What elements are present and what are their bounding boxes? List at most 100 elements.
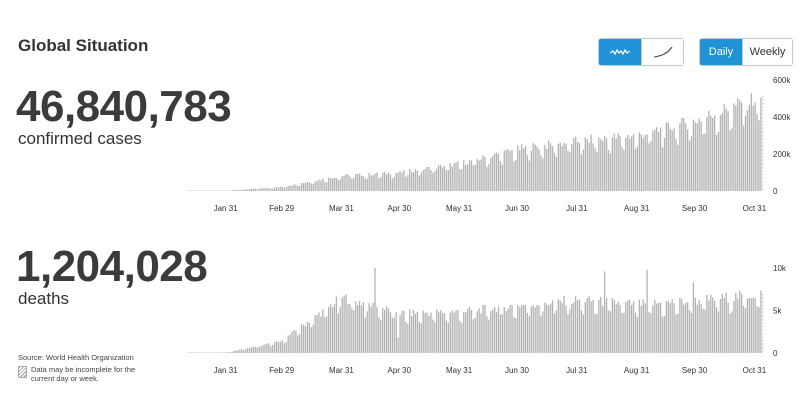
daily-bar — [436, 309, 438, 353]
daily-bar — [694, 122, 696, 191]
linear-mode-button[interactable] — [599, 39, 641, 65]
daily-bar — [513, 161, 515, 191]
daily-bar — [629, 299, 631, 353]
daily-bar — [277, 341, 280, 353]
daily-bar — [594, 148, 596, 191]
daily-bar — [364, 178, 366, 191]
daily-bar — [522, 148, 525, 191]
daily-bar — [192, 190, 195, 191]
daily-bar — [600, 138, 602, 191]
daily-bar — [690, 136, 693, 191]
daily-bar — [229, 352, 231, 353]
daily-bar — [493, 153, 496, 191]
x-tick-label: Apr 30 — [388, 204, 412, 213]
daily-bar — [474, 317, 476, 353]
daily-bar — [548, 140, 550, 191]
daily-bar — [243, 189, 245, 191]
daily-bar — [407, 174, 409, 191]
daily-bar — [316, 180, 318, 191]
daily-bar — [677, 313, 679, 353]
daily-bar — [553, 152, 556, 191]
daily-bar — [356, 174, 359, 191]
daily-bar — [202, 190, 204, 191]
daily-bar — [544, 302, 546, 353]
daily-bar — [468, 159, 471, 191]
daily-bar — [393, 176, 395, 191]
daily-bar — [258, 188, 260, 191]
weekly-button[interactable]: Weekly — [742, 39, 792, 65]
daily-bar — [372, 175, 374, 191]
daily-bar — [654, 299, 656, 353]
incomplete-day-bar — [762, 291, 764, 353]
daily-bar — [233, 190, 235, 191]
daily-bar — [457, 309, 459, 353]
daily-bar — [364, 317, 366, 353]
daily-bar — [445, 320, 448, 353]
daily-bar — [368, 172, 370, 191]
daily-bar — [447, 322, 449, 353]
daily-bar — [337, 179, 339, 191]
daily-bar — [453, 163, 455, 191]
daily-bar — [198, 352, 201, 353]
daily-bar — [627, 300, 629, 353]
daily-bar — [366, 311, 368, 353]
daily-bar — [712, 297, 714, 353]
daily-bar — [430, 170, 432, 191]
daily-bar — [713, 115, 716, 191]
daily-bar — [339, 179, 341, 191]
daily-bar — [656, 303, 658, 353]
daily-bar — [623, 149, 625, 191]
daily-bar — [656, 127, 658, 191]
daily-bar — [463, 312, 465, 353]
daily-bar — [548, 305, 550, 353]
daily-bar — [571, 303, 573, 353]
daily-bar — [542, 311, 544, 353]
daily-bar — [243, 349, 245, 353]
daily-bar — [422, 310, 424, 353]
daily-bar — [524, 146, 527, 191]
daily-bar — [266, 188, 268, 191]
daily-bar — [306, 182, 309, 191]
daily-bar — [270, 188, 272, 191]
daily-bar — [719, 299, 722, 353]
daily-bar — [750, 298, 752, 353]
daily-bar — [241, 349, 243, 353]
daily-bar — [347, 174, 349, 191]
daily-bar — [717, 311, 720, 353]
daily-bar — [218, 352, 220, 353]
daily-bar — [758, 307, 760, 353]
daily-bar — [727, 111, 729, 191]
daily-bar — [758, 120, 760, 191]
daily-bar — [196, 352, 199, 353]
daily-bar — [522, 304, 525, 353]
daily-bar — [439, 310, 442, 353]
daily-bar — [329, 178, 332, 191]
daily-bar — [250, 347, 253, 353]
daily-bar — [192, 352, 195, 353]
daily-bar — [304, 326, 307, 353]
daily-bar — [519, 149, 521, 191]
daily-bar — [519, 307, 521, 353]
daily-bar — [272, 188, 274, 191]
cumulative-mode-button[interactable] — [641, 39, 683, 65]
daily-bar — [536, 305, 538, 353]
daily-bar — [443, 313, 446, 353]
daily-bar — [216, 190, 218, 191]
daily-bar — [233, 350, 235, 353]
daily-bar — [260, 345, 262, 353]
x-tick-label: Jul 31 — [566, 366, 588, 375]
daily-bar — [544, 144, 546, 191]
daily-bar — [293, 184, 295, 191]
daily-bar — [696, 123, 698, 191]
daily-bar — [260, 188, 262, 191]
daily-bar — [590, 134, 592, 191]
daily-bar — [380, 177, 382, 191]
daily-bar — [227, 351, 229, 353]
daily-bar — [218, 190, 220, 191]
daily-bar — [341, 176, 343, 191]
daily-bar — [569, 152, 571, 191]
daily-bar — [538, 305, 540, 353]
daily-bar — [646, 269, 648, 353]
daily-button[interactable]: Daily — [700, 39, 742, 65]
x-tick-label: Jun 30 — [505, 366, 530, 375]
